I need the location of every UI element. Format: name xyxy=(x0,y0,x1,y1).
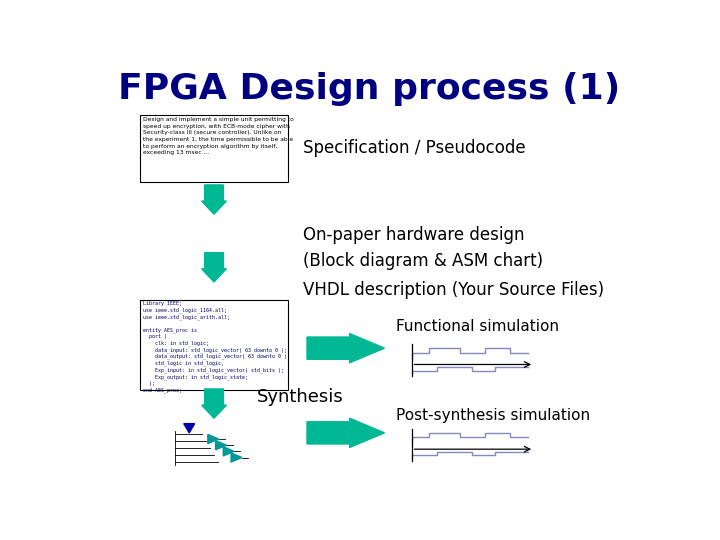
Text: VHDL description (Your Source Files): VHDL description (Your Source Files) xyxy=(303,281,604,299)
Polygon shape xyxy=(215,441,226,450)
Polygon shape xyxy=(184,423,194,433)
FancyBboxPatch shape xyxy=(140,300,287,390)
Text: Library IEEE;
use ieee.std_logic_1164.all;
use ieee.std_logic_arith.all;

entity: Library IEEE; use ieee.std_logic_1164.al… xyxy=(143,301,289,393)
Text: On-paper hardware design
(Block diagram & ASM chart): On-paper hardware design (Block diagram … xyxy=(303,226,544,269)
Polygon shape xyxy=(208,434,219,444)
Text: Design and implement a simple unit permitting to
speed up encryption, with ECB-m: Design and implement a simple unit permi… xyxy=(143,117,294,155)
Polygon shape xyxy=(202,253,226,282)
Text: Synthesis: Synthesis xyxy=(256,388,343,407)
Text: Functional simulation: Functional simulation xyxy=(396,319,559,334)
FancyBboxPatch shape xyxy=(140,115,287,182)
Polygon shape xyxy=(307,334,384,363)
Polygon shape xyxy=(231,453,242,462)
Polygon shape xyxy=(307,418,384,448)
Text: Specification / Pseudocode: Specification / Pseudocode xyxy=(303,139,526,157)
Polygon shape xyxy=(202,389,226,418)
Polygon shape xyxy=(223,447,234,456)
Polygon shape xyxy=(202,185,226,214)
Text: FPGA Design process (1): FPGA Design process (1) xyxy=(118,72,620,106)
Text: Post-synthesis simulation: Post-synthesis simulation xyxy=(396,408,590,423)
